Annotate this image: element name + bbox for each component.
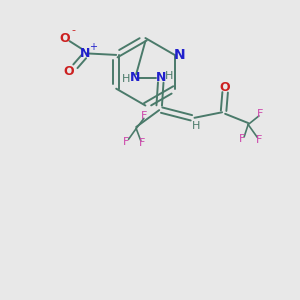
Text: N: N: [130, 71, 140, 84]
Text: O: O: [63, 65, 74, 78]
Text: -: -: [71, 26, 76, 35]
Text: F: F: [239, 134, 245, 144]
Text: +: +: [89, 42, 97, 52]
Text: H: H: [165, 71, 173, 81]
Text: H: H: [192, 122, 200, 131]
Text: N: N: [155, 71, 166, 84]
Text: O: O: [220, 81, 230, 94]
Text: F: F: [256, 135, 262, 145]
Text: H: H: [122, 74, 130, 85]
Text: O: O: [60, 32, 70, 44]
Text: N: N: [173, 48, 185, 62]
Text: N: N: [80, 47, 90, 60]
Text: F: F: [141, 111, 147, 121]
Text: F: F: [257, 109, 264, 119]
Text: F: F: [139, 138, 145, 148]
Text: F: F: [123, 137, 130, 147]
